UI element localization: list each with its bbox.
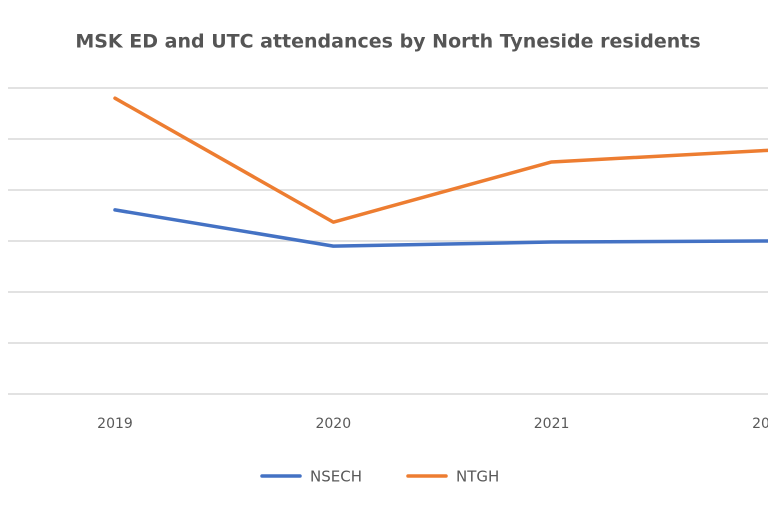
chart-title: MSK ED and UTC attendances by North Tyne… [75, 31, 700, 53]
line-series [113, 208, 768, 248]
line-series [113, 96, 768, 224]
legend-label: NTGH [456, 468, 499, 486]
x-tick-label: 2020 [315, 416, 351, 432]
x-tick-label: 2022 [752, 416, 768, 432]
x-tick-label: 2019 [97, 416, 133, 432]
legend-label: NSECH [310, 468, 362, 486]
x-tick-label: 2021 [534, 416, 570, 432]
